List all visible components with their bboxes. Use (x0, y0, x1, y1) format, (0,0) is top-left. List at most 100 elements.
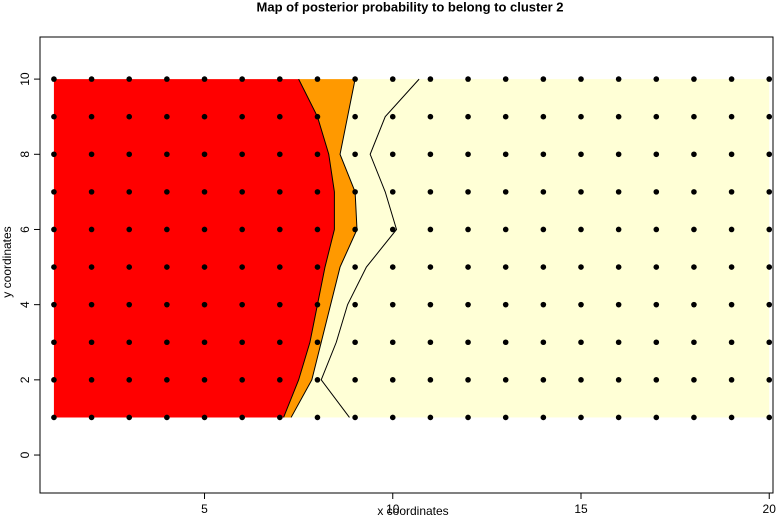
y-tick-label: 2 (18, 376, 32, 383)
chart-title: Map of posterior probability to belong t… (257, 0, 564, 14)
point (465, 339, 471, 346)
point (691, 377, 697, 383)
x-tick-label: 20 (763, 502, 776, 516)
point (540, 264, 547, 270)
point (201, 264, 208, 270)
point (51, 264, 57, 270)
point (578, 226, 584, 233)
plot-frame (39, 36, 774, 494)
point (126, 76, 133, 82)
point (51, 301, 57, 308)
point (615, 264, 622, 270)
point (88, 226, 95, 233)
point (126, 226, 133, 233)
point (88, 414, 95, 421)
point (352, 301, 358, 308)
point (465, 414, 471, 421)
point (239, 301, 245, 308)
point (126, 151, 133, 158)
point (277, 377, 283, 383)
point (502, 264, 509, 270)
point (352, 113, 358, 120)
point (239, 189, 245, 195)
point (502, 226, 509, 233)
point (540, 301, 547, 308)
point (766, 264, 773, 270)
point (352, 377, 358, 383)
point (239, 151, 245, 158)
point (314, 377, 321, 383)
point (201, 113, 208, 120)
point (766, 76, 773, 82)
point (766, 339, 773, 346)
point (201, 414, 208, 421)
point (465, 377, 471, 383)
point (427, 301, 434, 308)
point (653, 264, 660, 270)
point (653, 76, 660, 82)
point (502, 377, 509, 383)
point (427, 264, 434, 270)
point (691, 264, 697, 270)
point (691, 226, 697, 233)
point (51, 151, 57, 158)
point (239, 414, 245, 421)
point (352, 339, 358, 346)
y-tick-label: 8 (18, 151, 32, 158)
point (88, 264, 95, 270)
fill-region (53, 79, 335, 418)
point (88, 377, 95, 383)
point (314, 339, 321, 346)
y-axis-label: y coordinates (0, 226, 14, 297)
point (164, 339, 170, 346)
point (427, 76, 434, 82)
point (502, 339, 509, 346)
point (766, 151, 773, 158)
point (88, 301, 95, 308)
point (465, 76, 471, 82)
point (239, 339, 245, 346)
point (88, 151, 95, 158)
point (465, 189, 471, 195)
point (126, 414, 133, 421)
point (277, 414, 283, 421)
point (653, 189, 660, 195)
point (728, 226, 735, 233)
point (615, 414, 622, 421)
point (314, 301, 321, 308)
point (540, 189, 547, 195)
point (540, 339, 547, 346)
point (352, 76, 358, 82)
point (352, 264, 358, 270)
point (691, 151, 697, 158)
point (691, 339, 697, 346)
point (728, 414, 735, 421)
point (51, 339, 57, 346)
point (239, 226, 245, 233)
point (578, 414, 584, 421)
point (239, 76, 245, 82)
point (540, 377, 547, 383)
point (201, 151, 208, 158)
point (578, 113, 584, 120)
point (728, 377, 735, 383)
point (766, 189, 773, 195)
point (51, 189, 57, 195)
y-tick-label: 4 (18, 301, 32, 308)
y-tick-label: 0 (18, 451, 32, 458)
point (502, 189, 509, 195)
point (427, 151, 434, 158)
point (51, 377, 57, 383)
point (51, 76, 57, 82)
x-tick-label: 5 (201, 502, 208, 516)
point (352, 414, 358, 421)
point (389, 264, 396, 270)
point (201, 226, 208, 233)
point (502, 414, 509, 421)
point (502, 151, 509, 158)
point (653, 377, 660, 383)
y-tick-label: 10 (18, 72, 32, 86)
point (88, 113, 95, 120)
